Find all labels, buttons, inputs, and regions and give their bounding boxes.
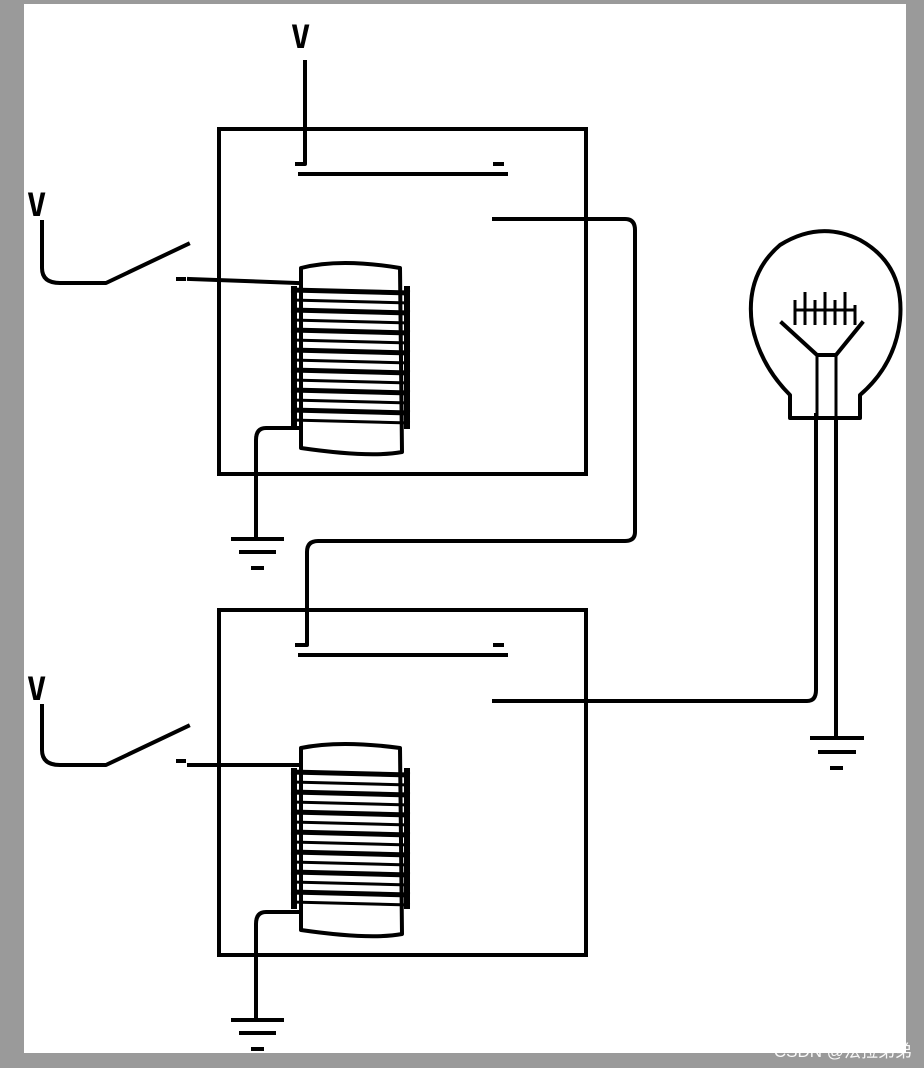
coil-winding bbox=[290, 358, 411, 365]
bulb-filament-leads bbox=[815, 355, 838, 418]
coil-winding bbox=[290, 820, 411, 827]
relay-1-coil-feed-wire bbox=[186, 276, 301, 286]
coil-winding bbox=[290, 407, 411, 416]
relay-1-ground-wire bbox=[254, 426, 302, 540]
relay-2-coil-windings bbox=[290, 768, 411, 909]
relay-2-switch-wire bbox=[40, 704, 191, 767]
light-bulb-icon bbox=[748, 229, 903, 770]
top-voltage-label: V bbox=[291, 18, 310, 56]
relay-2-ground-icon bbox=[231, 1018, 284, 1051]
coil-winding bbox=[290, 869, 411, 878]
relay-1-housing bbox=[217, 127, 588, 476]
coil-winding bbox=[290, 789, 411, 798]
relay-2-coil bbox=[290, 742, 411, 939]
coil-winding bbox=[290, 809, 411, 818]
coil-winding bbox=[290, 849, 411, 858]
coil-winding bbox=[290, 307, 411, 316]
coil-winding bbox=[290, 860, 411, 867]
watermark: CSDN @法拉弟弟 bbox=[773, 1042, 912, 1061]
relay-2-housing bbox=[217, 608, 588, 957]
coil-winding-edge bbox=[291, 286, 297, 429]
coil-winding bbox=[290, 900, 411, 907]
coil-winding-edge bbox=[404, 768, 410, 909]
coil-winding bbox=[290, 889, 411, 898]
diagram-canvas bbox=[24, 4, 906, 1053]
coil-winding bbox=[290, 367, 411, 376]
relay1-switch-voltage-label: V bbox=[27, 186, 46, 224]
bulb-glass bbox=[748, 229, 903, 420]
coil-winding bbox=[290, 769, 411, 778]
relay-1-output-wire bbox=[295, 217, 637, 647]
coil-winding bbox=[290, 387, 411, 396]
coil-winding bbox=[290, 800, 411, 807]
relay2-switch-voltage-label: V bbox=[27, 670, 46, 708]
bulb-filament-supports bbox=[779, 320, 865, 357]
coil-winding bbox=[290, 780, 411, 787]
relay-2-ground-wire bbox=[254, 910, 302, 1020]
relay-2 bbox=[40, 413, 818, 1051]
coil-winding bbox=[290, 318, 411, 325]
relay-1-coil bbox=[290, 261, 411, 457]
relay-2-output-wire bbox=[492, 413, 818, 703]
coil-winding bbox=[290, 418, 411, 425]
coil-winding bbox=[290, 398, 411, 405]
coil-winding bbox=[290, 287, 411, 296]
coil-winding-edge bbox=[404, 286, 410, 429]
coil-winding bbox=[290, 880, 411, 887]
coil-winding bbox=[290, 829, 411, 838]
relay-1-coil-windings bbox=[290, 286, 411, 429]
coil-winding bbox=[290, 338, 411, 345]
coil-winding bbox=[290, 298, 411, 305]
coil-winding-edge bbox=[291, 768, 297, 909]
relay-1-ground-icon bbox=[231, 537, 284, 570]
relay-1 bbox=[40, 60, 637, 647]
coil-winding bbox=[290, 840, 411, 847]
lamp-ground-icon bbox=[810, 736, 864, 770]
coil-winding bbox=[290, 327, 411, 336]
coil-winding bbox=[290, 378, 411, 385]
coil-winding bbox=[290, 347, 411, 356]
relay-1-contact-feed-wire bbox=[295, 60, 307, 166]
relay-1-switch-wire bbox=[40, 220, 191, 285]
